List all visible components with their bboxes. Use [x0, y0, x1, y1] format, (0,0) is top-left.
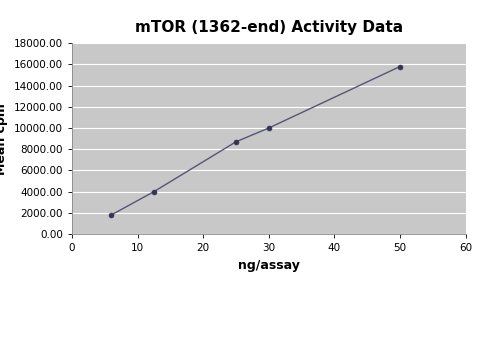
Title: mTOR (1362-end) Activity Data: mTOR (1362-end) Activity Data — [135, 20, 403, 35]
Y-axis label: Mean cpm: Mean cpm — [0, 103, 8, 175]
X-axis label: ng/assay: ng/assay — [238, 258, 300, 271]
